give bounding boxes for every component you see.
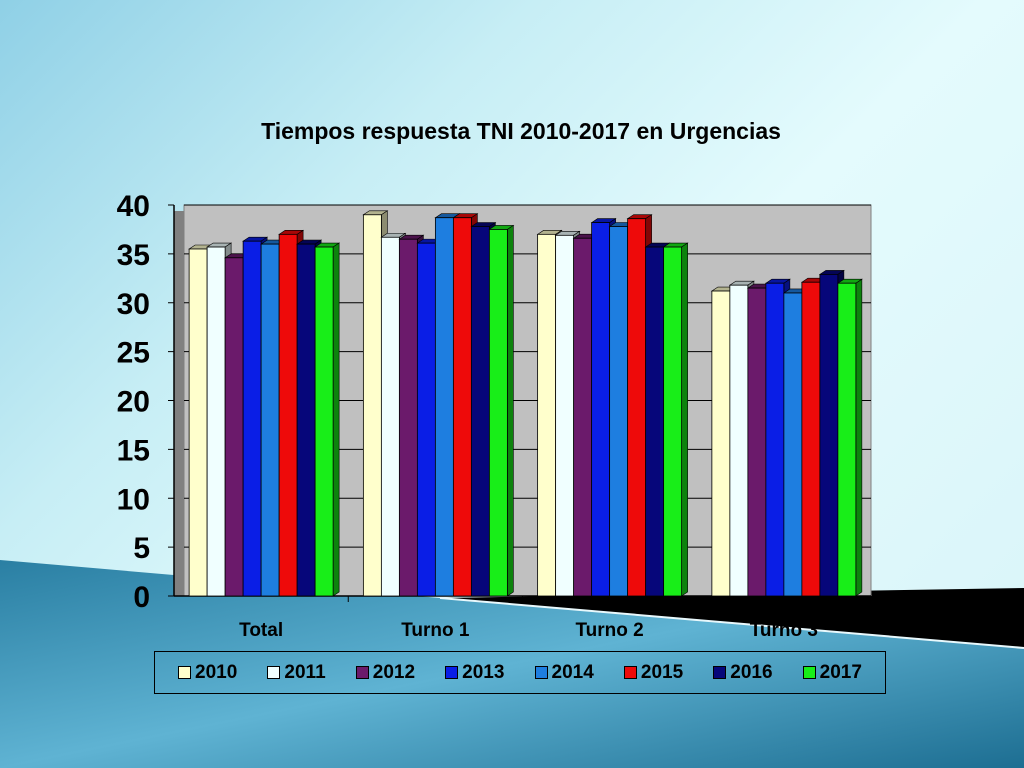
chart-legend: 2010 2011 2012 2013 2014 2015 2016 2017 bbox=[154, 651, 886, 694]
bar bbox=[609, 226, 629, 597]
bar bbox=[380, 236, 400, 597]
legend-label: 2013 bbox=[462, 661, 505, 683]
bar bbox=[278, 233, 298, 597]
legend-swatch bbox=[623, 666, 637, 679]
bar bbox=[434, 217, 454, 597]
legend-label: 2012 bbox=[372, 661, 416, 683]
legend-swatch bbox=[713, 666, 727, 679]
bar bbox=[260, 243, 280, 597]
bar bbox=[398, 238, 418, 597]
blue-wave-shape bbox=[0, 560, 1024, 768]
legend-swatch bbox=[534, 666, 548, 679]
y-tick-label: 25 bbox=[117, 337, 150, 370]
legend-item: 2014 bbox=[534, 661, 594, 684]
bar bbox=[188, 248, 208, 597]
bar bbox=[747, 287, 767, 597]
y-tick-label: 20 bbox=[117, 386, 150, 419]
legend-item: 2010 bbox=[178, 662, 237, 684]
legend-label: 2010 bbox=[195, 661, 238, 683]
bar bbox=[470, 226, 490, 597]
y-tick-label: 5 bbox=[133, 532, 150, 565]
legend-label: 2015 bbox=[640, 661, 684, 683]
bar bbox=[729, 284, 749, 597]
y-tick-label: 30 bbox=[117, 288, 150, 321]
legend-swatch bbox=[178, 666, 192, 679]
bar bbox=[591, 222, 611, 597]
bar bbox=[224, 257, 244, 597]
bar-side bbox=[332, 242, 340, 597]
bar bbox=[819, 274, 839, 597]
bar bbox=[573, 237, 593, 597]
y-tick-label: 10 bbox=[117, 483, 150, 516]
legend-item: 2013 bbox=[445, 662, 504, 684]
x-tick-label: Turno 3 bbox=[750, 620, 818, 641]
bar bbox=[296, 243, 316, 597]
bar bbox=[452, 217, 472, 597]
chart-title: Tiempos respuesta TNI 2010-2017 en Urgen… bbox=[261, 118, 781, 144]
y-tick-label: 40 bbox=[117, 190, 150, 223]
legend-label: 2016 bbox=[730, 661, 773, 683]
x-tick-label: Turno 1 bbox=[401, 620, 470, 641]
legend-swatch bbox=[445, 666, 459, 679]
bar bbox=[627, 218, 647, 597]
legend-label: 2017 bbox=[819, 661, 862, 683]
bar bbox=[314, 246, 334, 597]
bar-side bbox=[855, 278, 863, 597]
bar bbox=[783, 292, 803, 597]
legend-item: 2011 bbox=[267, 661, 326, 684]
x-tick-label: Total bbox=[239, 620, 283, 641]
y-tick-label: 15 bbox=[117, 434, 150, 467]
legend-item: 2016 bbox=[713, 661, 773, 684]
legend-item: 2017 bbox=[802, 661, 862, 684]
legend-swatch bbox=[802, 666, 816, 679]
bar bbox=[206, 246, 226, 597]
bar bbox=[837, 282, 857, 597]
plot-side-wall bbox=[174, 211, 184, 596]
legend-label: 2014 bbox=[551, 661, 594, 683]
legend-item: 2015 bbox=[623, 661, 684, 684]
black-wave-shape bbox=[440, 588, 1024, 648]
bar-side bbox=[507, 224, 514, 597]
y-tick-label: 35 bbox=[117, 239, 150, 272]
legend-item: 2012 bbox=[355, 661, 416, 684]
legend-swatch bbox=[267, 666, 281, 679]
x-tick-label: Turno 2 bbox=[575, 620, 643, 641]
y-tick-label: 0 bbox=[133, 581, 150, 614]
wave-highlight-line bbox=[439, 597, 1024, 649]
bar bbox=[555, 234, 575, 597]
bar bbox=[663, 246, 683, 597]
bar bbox=[416, 242, 436, 597]
bar bbox=[242, 240, 262, 597]
legend-label: 2011 bbox=[284, 661, 326, 683]
bar bbox=[488, 229, 508, 597]
bar bbox=[362, 214, 382, 597]
bar bbox=[765, 282, 785, 597]
bar bbox=[801, 281, 821, 597]
bar bbox=[537, 233, 557, 597]
bar-side bbox=[681, 242, 688, 597]
legend-swatch bbox=[355, 666, 369, 679]
bar bbox=[645, 246, 665, 597]
bar bbox=[711, 290, 731, 597]
